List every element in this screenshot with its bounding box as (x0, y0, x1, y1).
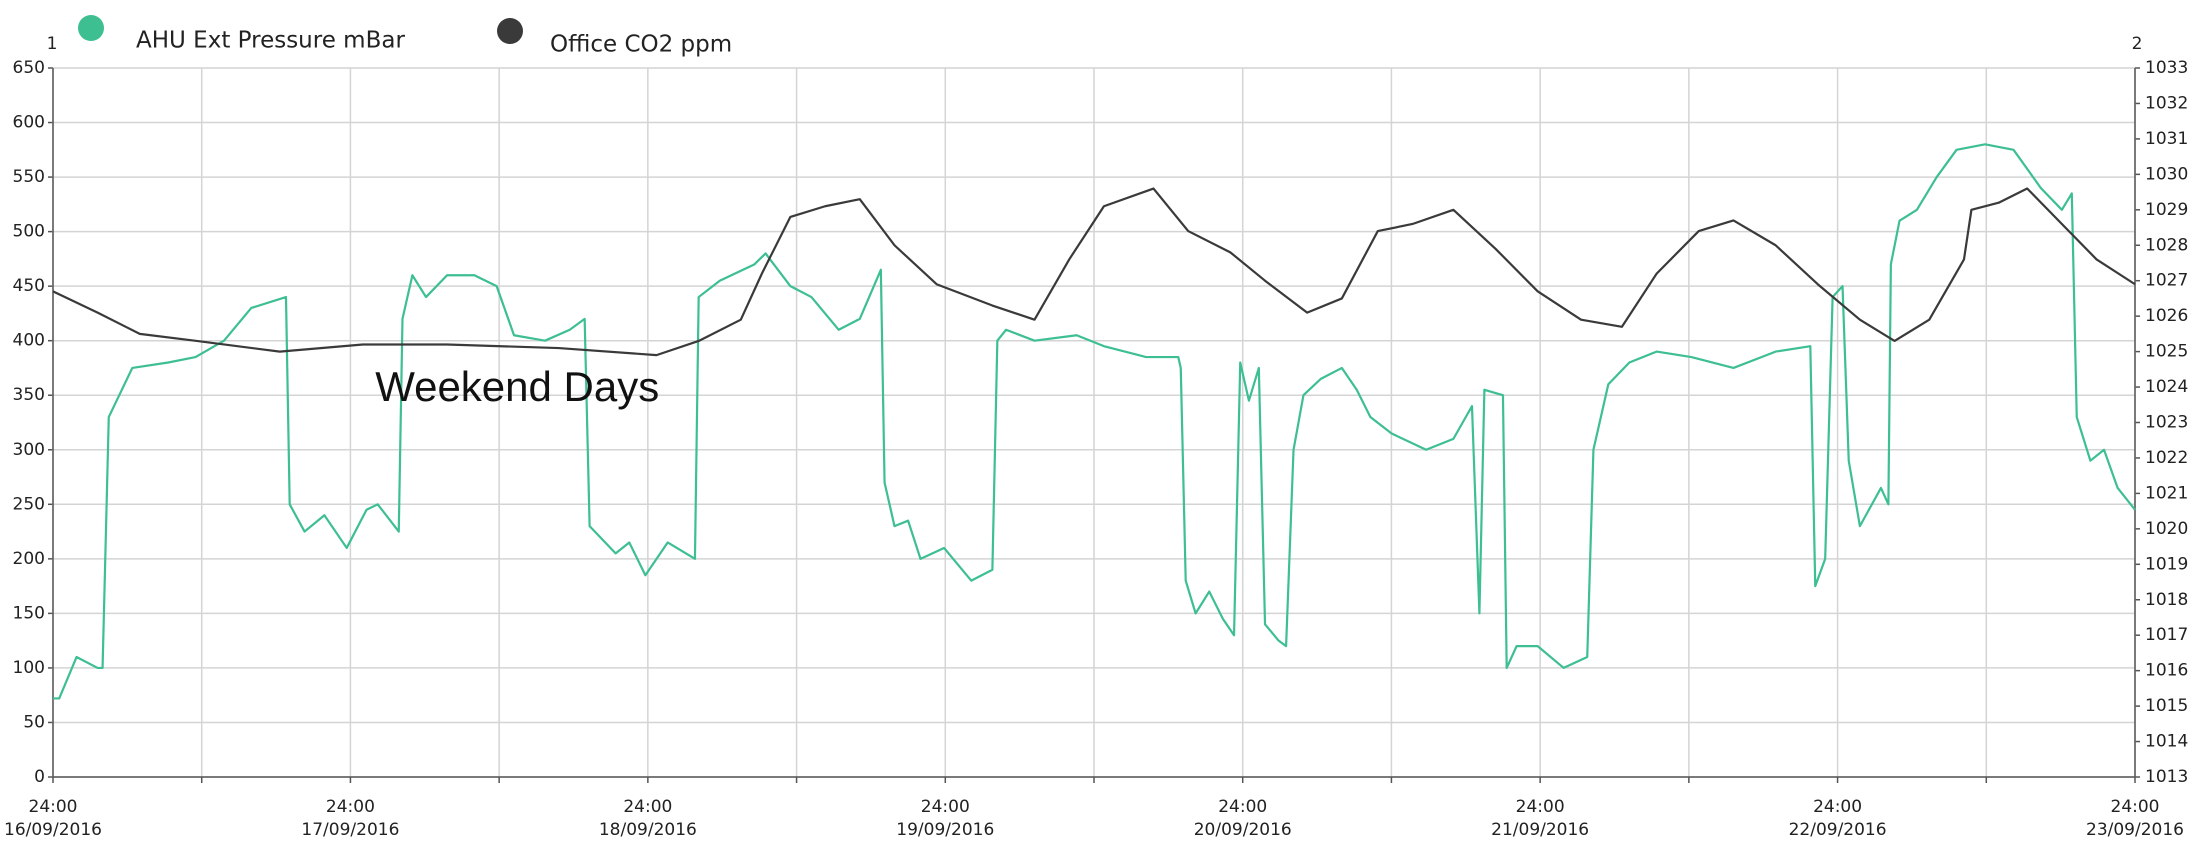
x-tick-label: 24:00 (2111, 797, 2160, 817)
y-tick-label: 300 (13, 440, 45, 460)
series-line (52, 187, 2136, 357)
x-tick-sublabel: 21/09/2016 (1491, 820, 1589, 840)
y2-tick-label: 1028 (2145, 235, 2188, 255)
y-tick-label: 0 (34, 767, 45, 787)
x-tick-sublabel: 18/09/2016 (599, 820, 697, 840)
x-tick-label: 24:00 (1516, 797, 1565, 817)
x-tick-label: 24:00 (1813, 797, 1862, 817)
y2-tick-label: 1015 (2145, 696, 2188, 716)
legend-marker (497, 18, 523, 44)
y-tick-label: 500 (13, 222, 45, 242)
y2-tick-label: 1013 (2145, 767, 2188, 787)
y2-tick-label: 1031 (2145, 129, 2188, 149)
annotation: Weekend Days (375, 363, 659, 410)
x-tick-label: 24:00 (623, 797, 672, 817)
x-tick-sublabel: 16/09/2016 (4, 820, 102, 840)
y-tick-label: 100 (13, 658, 45, 678)
y2-tick-label: 1021 (2145, 483, 2188, 503)
legend-label: Office CO2 ppm (550, 32, 732, 58)
x-tick-sublabel: 19/09/2016 (896, 820, 994, 840)
y-tick-label: 550 (13, 167, 45, 187)
x-tick-sublabel: 23/09/2016 (2086, 820, 2184, 840)
x-tick-label: 24:00 (1218, 797, 1267, 817)
y-tick-label: 200 (13, 549, 45, 569)
y2-tick-label: 1019 (2145, 554, 2188, 574)
legend-marker (78, 15, 104, 41)
y2-tick-label: 1027 (2145, 271, 2188, 291)
y2-tick-label: 1018 (2145, 590, 2188, 610)
x-tick-label: 24:00 (326, 797, 375, 817)
y2-tick-label: 1022 (2145, 448, 2188, 468)
x-tick-sublabel: 22/09/2016 (1789, 820, 1887, 840)
y2-tick-label: 1029 (2145, 200, 2188, 220)
x-tick-sublabel: 20/09/2016 (1194, 820, 1292, 840)
legend-label: AHU Ext Pressure mBar (136, 28, 405, 54)
y2-tick-label: 1030 (2145, 164, 2188, 184)
y-axis-label: 1 (47, 34, 58, 54)
series-line (53, 143, 2136, 700)
y-tick-label: 450 (13, 276, 45, 296)
y2-tick-label: 1023 (2145, 413, 2188, 433)
y2-tick-label: 1020 (2145, 519, 2188, 539)
x-tick-label: 24:00 (29, 797, 78, 817)
y-tick-label: 650 (13, 58, 45, 78)
x-tick-label: 24:00 (921, 797, 970, 817)
y2-tick-label: 1025 (2145, 342, 2188, 362)
y-tick-label: 400 (13, 331, 45, 351)
y2-tick-label: 1016 (2145, 661, 2188, 681)
y-tick-label: 600 (13, 113, 45, 133)
y2-tick-label: 1033 (2145, 58, 2188, 78)
y-tick-label: 250 (13, 494, 45, 514)
y-tick-label: 150 (13, 603, 45, 623)
y2-axis-label: 2 (2132, 34, 2143, 54)
y2-tick-label: 1026 (2145, 306, 2188, 326)
y2-tick-label: 1014 (2145, 732, 2188, 752)
y-tick-label: 350 (13, 385, 45, 405)
y2-tick-label: 1017 (2145, 625, 2188, 645)
x-tick-sublabel: 17/09/2016 (301, 820, 399, 840)
y-tick-label: 50 (23, 712, 45, 732)
y2-tick-label: 1032 (2145, 93, 2188, 113)
y2-tick-label: 1024 (2145, 377, 2188, 397)
